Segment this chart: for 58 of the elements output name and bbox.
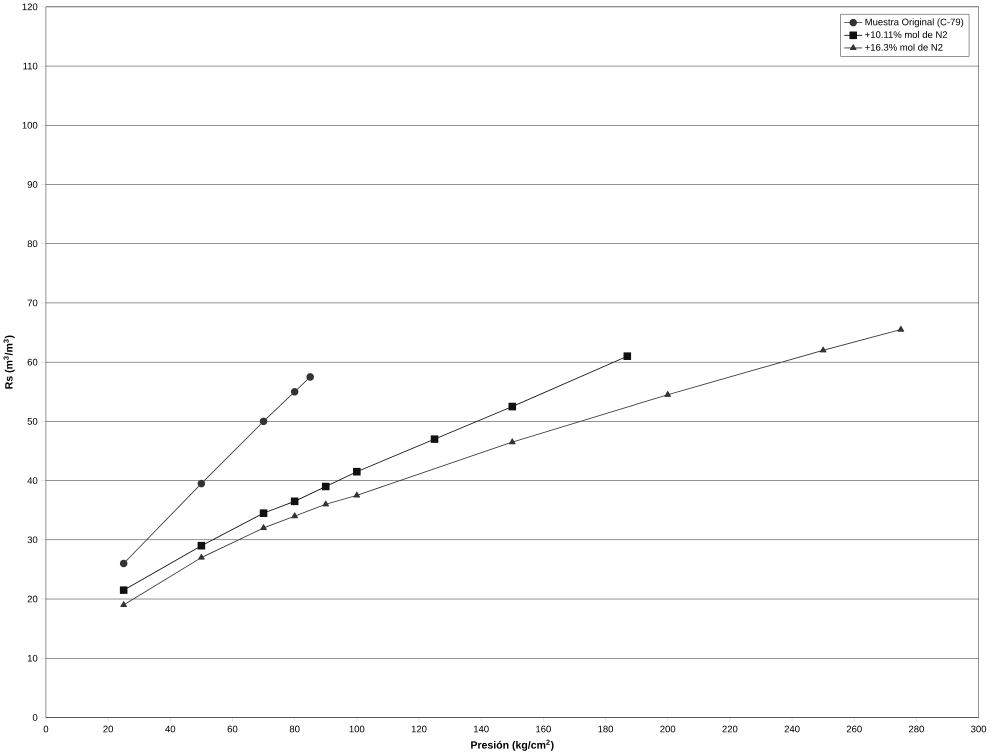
x-tick-label: 300 xyxy=(971,726,986,732)
x-tick-label: 200 xyxy=(660,726,676,732)
point xyxy=(664,390,672,397)
point xyxy=(198,554,205,560)
x-tick-label: 60 xyxy=(228,726,238,732)
x-tick-label: 240 xyxy=(784,726,800,732)
x-tick-label: 20 xyxy=(103,726,114,732)
x-tick-label: 280 xyxy=(908,726,924,732)
y-tick-label: 50 xyxy=(28,418,38,425)
x-tick-label: 160 xyxy=(536,726,551,732)
y-tick-label: 10 xyxy=(28,654,38,662)
x-tick-label: 180 xyxy=(598,726,614,732)
legend-label: +10.11% mol de N2 xyxy=(865,30,948,38)
point xyxy=(508,402,516,410)
point xyxy=(260,417,268,426)
x-tick-label: 80 xyxy=(290,726,300,732)
y-tick-label: 100 xyxy=(22,122,38,128)
point xyxy=(120,600,128,607)
point xyxy=(260,524,267,530)
point xyxy=(290,497,298,505)
x-tick-label: 140 xyxy=(474,726,489,732)
point xyxy=(198,542,206,550)
point xyxy=(322,500,330,506)
y-tick-label: 20 xyxy=(28,596,38,602)
legend-label: +16.3% mol de N2 xyxy=(865,44,943,51)
point xyxy=(291,512,298,518)
x-tick-label: 40 xyxy=(165,726,176,732)
point xyxy=(430,435,438,443)
point xyxy=(624,352,632,360)
point xyxy=(820,346,826,352)
x-tick-label: 0 xyxy=(44,726,48,732)
y-axis-title: Rs (m$^{3}$/m$^{3}$) xyxy=(4,335,15,388)
x-tick-label: 260 xyxy=(846,726,862,732)
x-tick-label: 120 xyxy=(412,726,427,732)
x-axis-title: Presión (kg/cm$^{2}$) xyxy=(471,739,554,751)
y-tick-label: 40 xyxy=(27,477,38,484)
y-tick-label: 120 xyxy=(22,3,38,10)
y-tick-label: 70 xyxy=(28,299,38,306)
point xyxy=(306,373,314,381)
point xyxy=(120,586,128,594)
point xyxy=(353,491,360,498)
point xyxy=(353,468,361,476)
y-tick-label: 60 xyxy=(28,358,38,366)
point xyxy=(260,509,268,517)
y-tick-label: 110 xyxy=(23,62,38,70)
point xyxy=(120,560,128,568)
x-tick-label: 220 xyxy=(722,726,738,732)
legend-label: Muestra Original (C-79) xyxy=(866,18,964,28)
point xyxy=(322,482,330,490)
point xyxy=(898,326,904,332)
y-tick-label: 80 xyxy=(28,240,38,247)
point xyxy=(508,438,516,444)
y-tick-label: 0 xyxy=(32,714,38,721)
point xyxy=(198,480,206,488)
point xyxy=(290,388,298,396)
x-tick-label: 100 xyxy=(350,726,364,732)
y-tick-label: 30 xyxy=(28,536,38,544)
y-tick-label: 90 xyxy=(28,180,38,188)
